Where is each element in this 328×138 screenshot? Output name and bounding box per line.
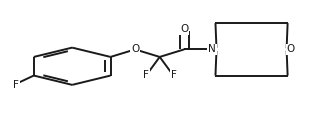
Text: N: N [208, 44, 216, 54]
Text: F: F [13, 79, 19, 90]
Text: F: F [171, 70, 176, 80]
Text: O: O [131, 44, 139, 54]
Text: F: F [143, 70, 149, 80]
Text: O: O [287, 44, 295, 54]
Text: O: O [180, 24, 188, 34]
